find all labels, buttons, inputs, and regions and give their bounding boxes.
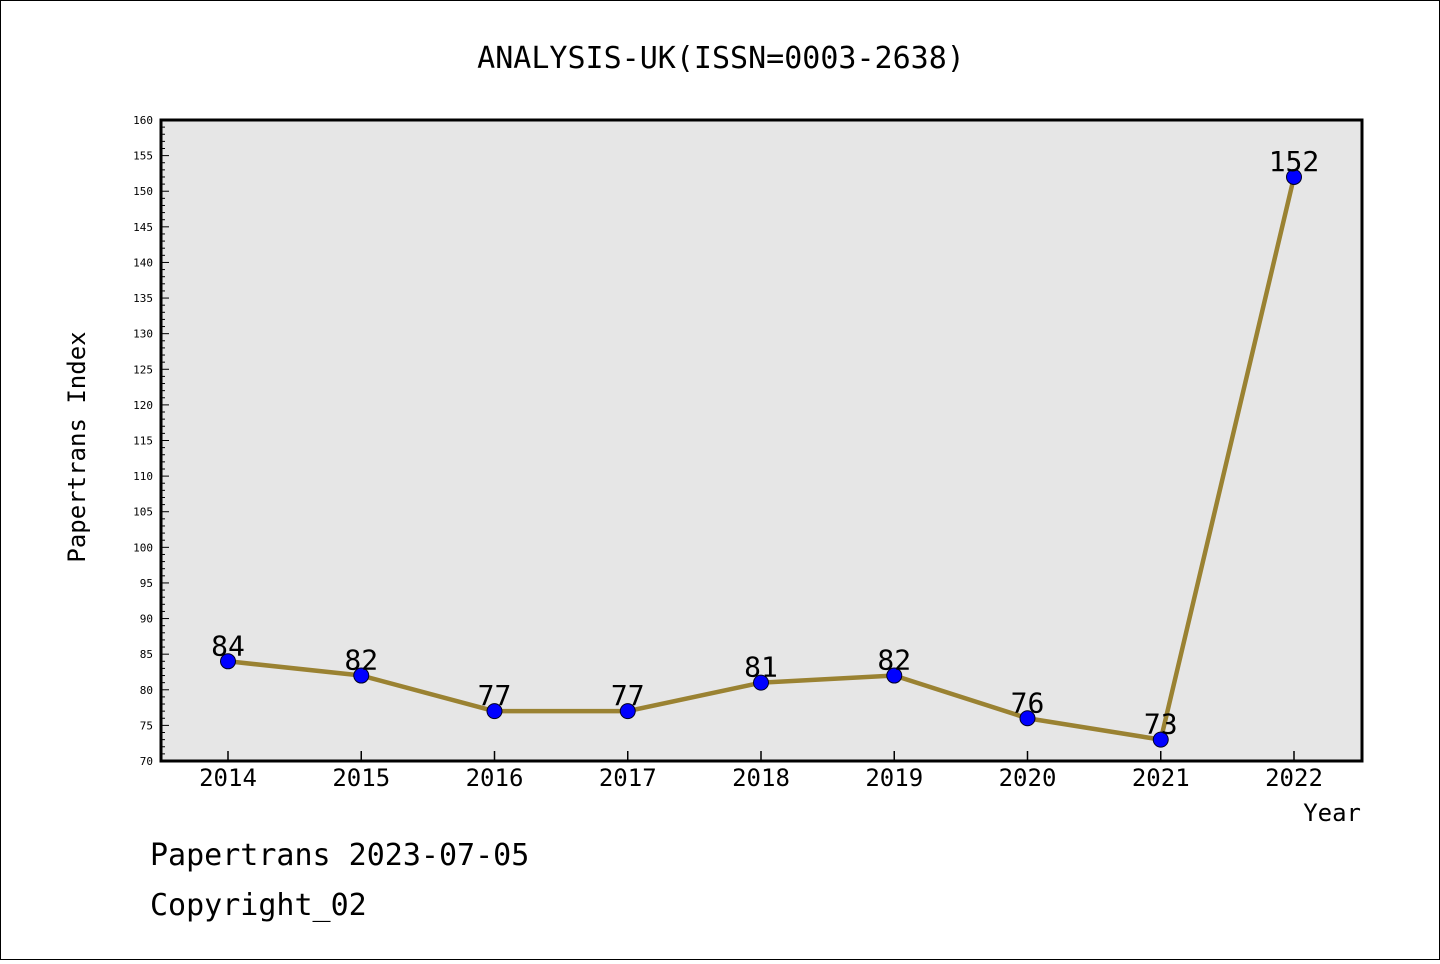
series-layer <box>220 168 1302 748</box>
y-tick-label: 115 <box>133 435 153 448</box>
y-tick-label: 95 <box>140 577 153 590</box>
y-tick-label: 155 <box>133 150 153 163</box>
data-label-layer: 84 82 77 77 81 82 76 73 152 <box>211 145 1319 741</box>
y-tick-label: 100 <box>133 541 153 554</box>
x-tick-label: 2016 <box>466 764 524 792</box>
x-tick-label: 2020 <box>999 764 1057 792</box>
data-label: 76 <box>1011 686 1045 719</box>
data-point <box>1286 168 1302 185</box>
data-point <box>486 703 503 720</box>
data-point <box>220 653 236 670</box>
y-axis-label: Papertrans Index <box>63 331 91 562</box>
y-tick-label: 85 <box>140 648 153 661</box>
x-tick-label: 2014 <box>199 764 257 792</box>
plot-area <box>161 120 1362 761</box>
x-tick-label: 2015 <box>332 764 390 792</box>
y-tick-label: 140 <box>133 256 153 269</box>
data-label: 152 <box>1269 145 1320 178</box>
y-tick-label: 80 <box>140 684 153 697</box>
y-tick-label: 105 <box>133 506 153 519</box>
y-tick-label: 160 <box>133 114 153 127</box>
data-point <box>353 667 370 684</box>
y-tick-label: 130 <box>133 328 153 341</box>
footer-date: Papertrans 2023-07-05 <box>150 838 529 873</box>
data-label: 82 <box>344 644 378 677</box>
data-point <box>619 703 636 720</box>
x-tick-label: 2022 <box>1265 764 1323 792</box>
y-tick-label: 135 <box>133 292 153 305</box>
y-axis: 70 75 80 85 90 95 100 105 110 115 120 125 130 135 140 1… <box>133 114 169 768</box>
x-tick-label: 2018 <box>732 764 790 792</box>
data-point <box>886 667 903 684</box>
y-tick-label: 70 <box>140 755 153 768</box>
footer-copyright: Copyright_02 <box>150 888 367 923</box>
data-point <box>1019 710 1036 727</box>
y-tick-label: 150 <box>133 185 153 198</box>
x-axis: 2014 2015 2016 2017 2018 2019 2020 2021 2022 <box>199 751 1323 792</box>
data-label: 77 <box>611 679 645 712</box>
y-tick-label: 145 <box>133 221 153 234</box>
y-tick-label: 90 <box>140 613 153 626</box>
data-point <box>1152 731 1169 748</box>
data-label: 84 <box>211 629 245 662</box>
data-label: 73 <box>1144 708 1178 741</box>
y-tick-label: 120 <box>133 399 153 412</box>
data-label: 77 <box>478 679 512 712</box>
x-tick-label: 2021 <box>1132 764 1190 792</box>
plot-border <box>159 118 1364 763</box>
chart-title: ANALYSIS-UK(ISSN=0003-2638) <box>477 41 965 76</box>
data-label: 82 <box>877 644 911 677</box>
x-tick-label: 2019 <box>865 764 923 792</box>
y-tick-label: 110 <box>133 470 153 483</box>
y-tick-label: 75 <box>140 719 153 732</box>
data-point <box>753 674 769 691</box>
y-tick-label: 125 <box>133 363 153 376</box>
data-label: 81 <box>744 651 778 684</box>
x-axis-label: Year <box>1303 799 1361 827</box>
x-tick-label: 2017 <box>599 764 657 792</box>
